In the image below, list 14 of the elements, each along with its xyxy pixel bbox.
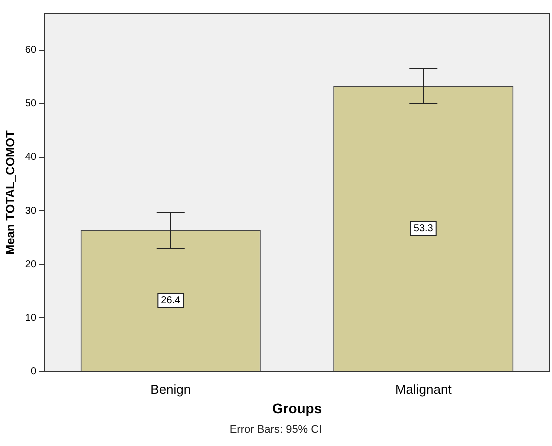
y-tick-label: 50 bbox=[25, 98, 37, 110]
x-tick-label: Benign bbox=[150, 382, 192, 397]
y-tick-label: 40 bbox=[25, 152, 37, 164]
y-tick-label: 60 bbox=[25, 45, 37, 56]
y-tick-label: 30 bbox=[25, 206, 37, 217]
y-axis-title: Mean TOTAL_COMOT bbox=[4, 130, 18, 255]
y-tick-label: 0 bbox=[30, 366, 37, 378]
data-label: 53.3 bbox=[414, 223, 434, 234]
x-tick-label: Malignant bbox=[395, 382, 452, 397]
y-tick-label: 20 bbox=[25, 259, 37, 270]
text: Error Bars: 95% CI bbox=[228, 424, 324, 436]
data-label: 26.4 bbox=[161, 295, 182, 306]
y-tick-label: 10 bbox=[25, 312, 37, 324]
x-axis-title: Groups bbox=[272, 400, 322, 416]
